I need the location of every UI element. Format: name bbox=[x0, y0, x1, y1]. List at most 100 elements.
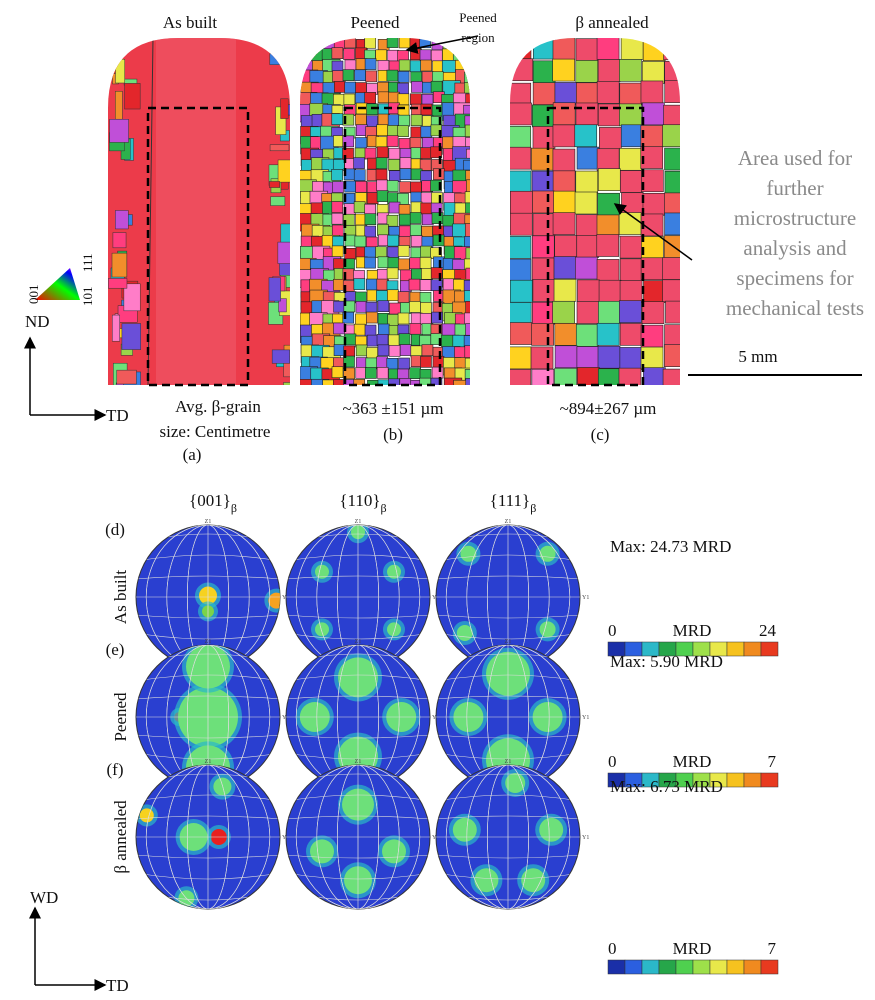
grain bbox=[510, 213, 532, 235]
grain bbox=[269, 181, 279, 187]
column-header: {111}β bbox=[490, 491, 537, 515]
note-line: microstructure bbox=[734, 206, 856, 230]
grain bbox=[432, 213, 443, 224]
grain bbox=[643, 39, 665, 61]
grain bbox=[620, 236, 642, 258]
colorbar-cell bbox=[727, 960, 744, 974]
grain bbox=[366, 71, 377, 82]
grain bbox=[367, 347, 378, 358]
grain bbox=[555, 369, 577, 391]
pole-axis: Z1 bbox=[355, 639, 362, 645]
grain bbox=[599, 127, 621, 149]
grain bbox=[576, 103, 598, 125]
grain bbox=[345, 82, 356, 93]
grain bbox=[621, 37, 643, 59]
grain bbox=[510, 191, 532, 213]
grain bbox=[116, 383, 128, 404]
grain bbox=[432, 367, 443, 378]
grain bbox=[376, 137, 387, 148]
grain bbox=[577, 347, 599, 369]
grain bbox=[367, 193, 378, 204]
grain bbox=[366, 302, 377, 313]
grain bbox=[411, 182, 422, 193]
grain bbox=[421, 171, 432, 182]
ipf-label: 111 bbox=[80, 253, 95, 272]
colorbar-unit: MRD bbox=[673, 621, 712, 640]
grain bbox=[420, 378, 431, 389]
grain bbox=[377, 180, 388, 191]
grain bbox=[532, 236, 554, 258]
subscript: β bbox=[381, 501, 387, 515]
ipf-label: 101 bbox=[80, 287, 95, 307]
grain bbox=[332, 246, 343, 257]
colorbar-cell bbox=[676, 960, 693, 974]
grain bbox=[378, 104, 389, 115]
pole-axis: Z1 bbox=[205, 519, 212, 525]
grain bbox=[354, 279, 365, 290]
colorbar-cell bbox=[744, 773, 761, 787]
grain bbox=[378, 114, 389, 125]
grain bbox=[410, 61, 421, 72]
colorbar-cell bbox=[744, 642, 761, 656]
grain bbox=[387, 290, 398, 301]
panel-label: (c) bbox=[591, 425, 610, 444]
grain bbox=[156, 38, 236, 385]
grain bbox=[553, 301, 575, 323]
grain bbox=[377, 269, 388, 280]
grain bbox=[643, 281, 665, 303]
pole-axis: Z1 bbox=[505, 519, 512, 525]
grain bbox=[553, 59, 575, 81]
grain bbox=[377, 357, 388, 368]
grain bbox=[377, 125, 388, 136]
grain bbox=[532, 171, 554, 193]
note-line: analysis and bbox=[743, 236, 847, 260]
grain bbox=[108, 278, 127, 288]
grain bbox=[400, 169, 411, 180]
grain bbox=[378, 60, 389, 71]
grain bbox=[420, 292, 431, 303]
row-name: As built bbox=[111, 570, 130, 625]
grain bbox=[355, 148, 366, 159]
grain bbox=[301, 37, 319, 55]
grain bbox=[533, 37, 555, 59]
grain bbox=[376, 247, 387, 258]
grain bbox=[663, 280, 685, 302]
grain bbox=[421, 203, 432, 214]
grain bbox=[597, 323, 619, 345]
pole-axis: Z1 bbox=[355, 759, 362, 765]
grain bbox=[355, 70, 366, 81]
ipf-triangle bbox=[35, 268, 80, 300]
grain bbox=[367, 104, 378, 115]
grain bbox=[389, 171, 400, 182]
grain bbox=[643, 193, 665, 215]
grain bbox=[110, 119, 129, 142]
pole-axis: Y1 bbox=[582, 715, 589, 721]
grain bbox=[533, 61, 555, 83]
grain bbox=[433, 61, 444, 72]
grain bbox=[398, 126, 409, 137]
grain bbox=[641, 236, 663, 258]
grain bbox=[597, 259, 619, 281]
grain bbox=[433, 356, 444, 367]
grain bbox=[411, 269, 422, 280]
grain bbox=[333, 71, 344, 82]
grain bbox=[641, 81, 663, 103]
grain bbox=[388, 235, 399, 246]
pole-spot bbox=[382, 839, 406, 863]
grain bbox=[420, 302, 431, 313]
grain bbox=[398, 71, 409, 82]
grain bbox=[354, 202, 365, 213]
grain bbox=[112, 315, 119, 341]
grain bbox=[598, 60, 620, 82]
grain bbox=[125, 83, 141, 109]
grain bbox=[576, 83, 598, 105]
grain bbox=[620, 323, 642, 345]
grain bbox=[641, 170, 663, 192]
grain bbox=[420, 50, 431, 61]
grain bbox=[367, 116, 378, 127]
grain bbox=[420, 356, 431, 367]
grain bbox=[399, 115, 410, 126]
caption: Avg. β-grain bbox=[175, 397, 261, 416]
grain bbox=[410, 225, 421, 236]
grain bbox=[619, 301, 641, 323]
